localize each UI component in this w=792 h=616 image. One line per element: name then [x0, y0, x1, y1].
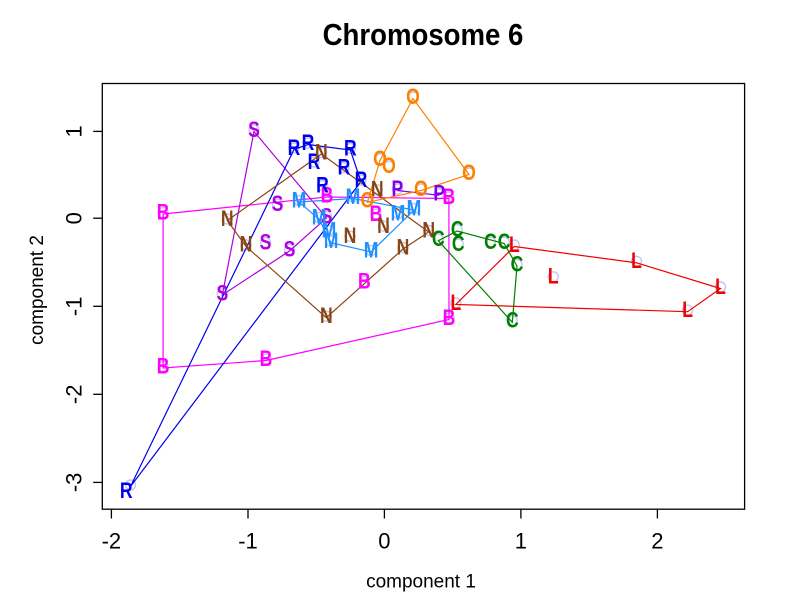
svg-text:L: L — [682, 298, 693, 322]
svg-text:B: B — [157, 355, 170, 379]
svg-text:-2: -2 — [102, 528, 122, 553]
svg-text:M: M — [324, 229, 339, 253]
svg-text:L: L — [450, 291, 461, 315]
svg-text:O: O — [406, 85, 420, 109]
svg-text:M: M — [364, 239, 379, 263]
svg-text:S: S — [321, 205, 333, 229]
svg-text:O: O — [462, 161, 476, 185]
svg-text:0: 0 — [62, 212, 87, 224]
svg-text:C: C — [452, 232, 465, 256]
svg-text:-3: -3 — [62, 473, 87, 493]
svg-text:N: N — [344, 224, 357, 248]
svg-text:R: R — [338, 156, 351, 180]
svg-text:M: M — [292, 189, 307, 213]
svg-text:component 1: component 1 — [366, 572, 476, 593]
svg-text:O: O — [361, 189, 375, 213]
svg-text:2: 2 — [651, 528, 663, 553]
svg-text:1: 1 — [62, 125, 87, 137]
svg-text:R: R — [316, 174, 329, 198]
svg-text:component 2: component 2 — [27, 235, 48, 345]
svg-text:B: B — [157, 201, 170, 225]
svg-text:M: M — [346, 185, 361, 209]
svg-text:0: 0 — [378, 528, 390, 553]
svg-text:N: N — [377, 214, 390, 238]
svg-text:R: R — [355, 168, 368, 192]
svg-text:S: S — [284, 238, 296, 262]
svg-text:R: R — [302, 131, 315, 155]
svg-text:B: B — [443, 306, 456, 330]
svg-text:-2: -2 — [62, 385, 87, 405]
svg-text:N: N — [315, 141, 328, 165]
svg-text:C: C — [432, 227, 445, 251]
svg-text:O: O — [382, 154, 396, 178]
svg-text:L: L — [548, 265, 559, 289]
svg-text:R: R — [120, 479, 133, 503]
svg-text:S: S — [260, 231, 272, 255]
svg-text:M: M — [407, 197, 422, 221]
svg-text:M: M — [322, 219, 337, 243]
svg-text:B: B — [443, 185, 456, 209]
svg-text:N: N — [320, 304, 333, 328]
svg-text:M: M — [312, 206, 327, 230]
svg-text:C: C — [484, 230, 497, 254]
svg-text:N: N — [371, 178, 384, 202]
svg-text:O: O — [373, 147, 387, 171]
svg-text:M: M — [391, 202, 406, 226]
svg-text:N: N — [240, 233, 253, 257]
svg-text:-1: -1 — [62, 297, 87, 317]
svg-text:1: 1 — [515, 528, 527, 553]
svg-text:S: S — [248, 118, 260, 142]
svg-text:B: B — [358, 270, 371, 294]
svg-text:P: P — [433, 182, 445, 206]
svg-text:L: L — [509, 233, 520, 257]
svg-text:R: R — [288, 136, 301, 160]
svg-text:L: L — [631, 249, 642, 273]
svg-text:O: O — [414, 177, 428, 201]
svg-text:N: N — [397, 236, 410, 260]
svg-text:B: B — [260, 347, 273, 371]
svg-text:S: S — [272, 192, 284, 216]
svg-text:C: C — [511, 253, 524, 277]
svg-text:-1: -1 — [238, 528, 258, 553]
svg-text:C: C — [506, 309, 519, 333]
svg-text:P: P — [391, 177, 403, 201]
svg-text:B: B — [321, 184, 334, 208]
svg-text:R: R — [344, 137, 357, 161]
svg-text:C: C — [498, 230, 511, 254]
svg-text:L: L — [715, 275, 726, 299]
svg-text:S: S — [216, 282, 228, 306]
svg-text:C: C — [451, 218, 464, 242]
svg-text:Chromosome 6: Chromosome 6 — [323, 17, 524, 52]
svg-text:R: R — [308, 150, 321, 174]
svg-text:B: B — [370, 202, 383, 226]
svg-text:N: N — [221, 207, 234, 231]
svg-text:N: N — [422, 219, 435, 243]
